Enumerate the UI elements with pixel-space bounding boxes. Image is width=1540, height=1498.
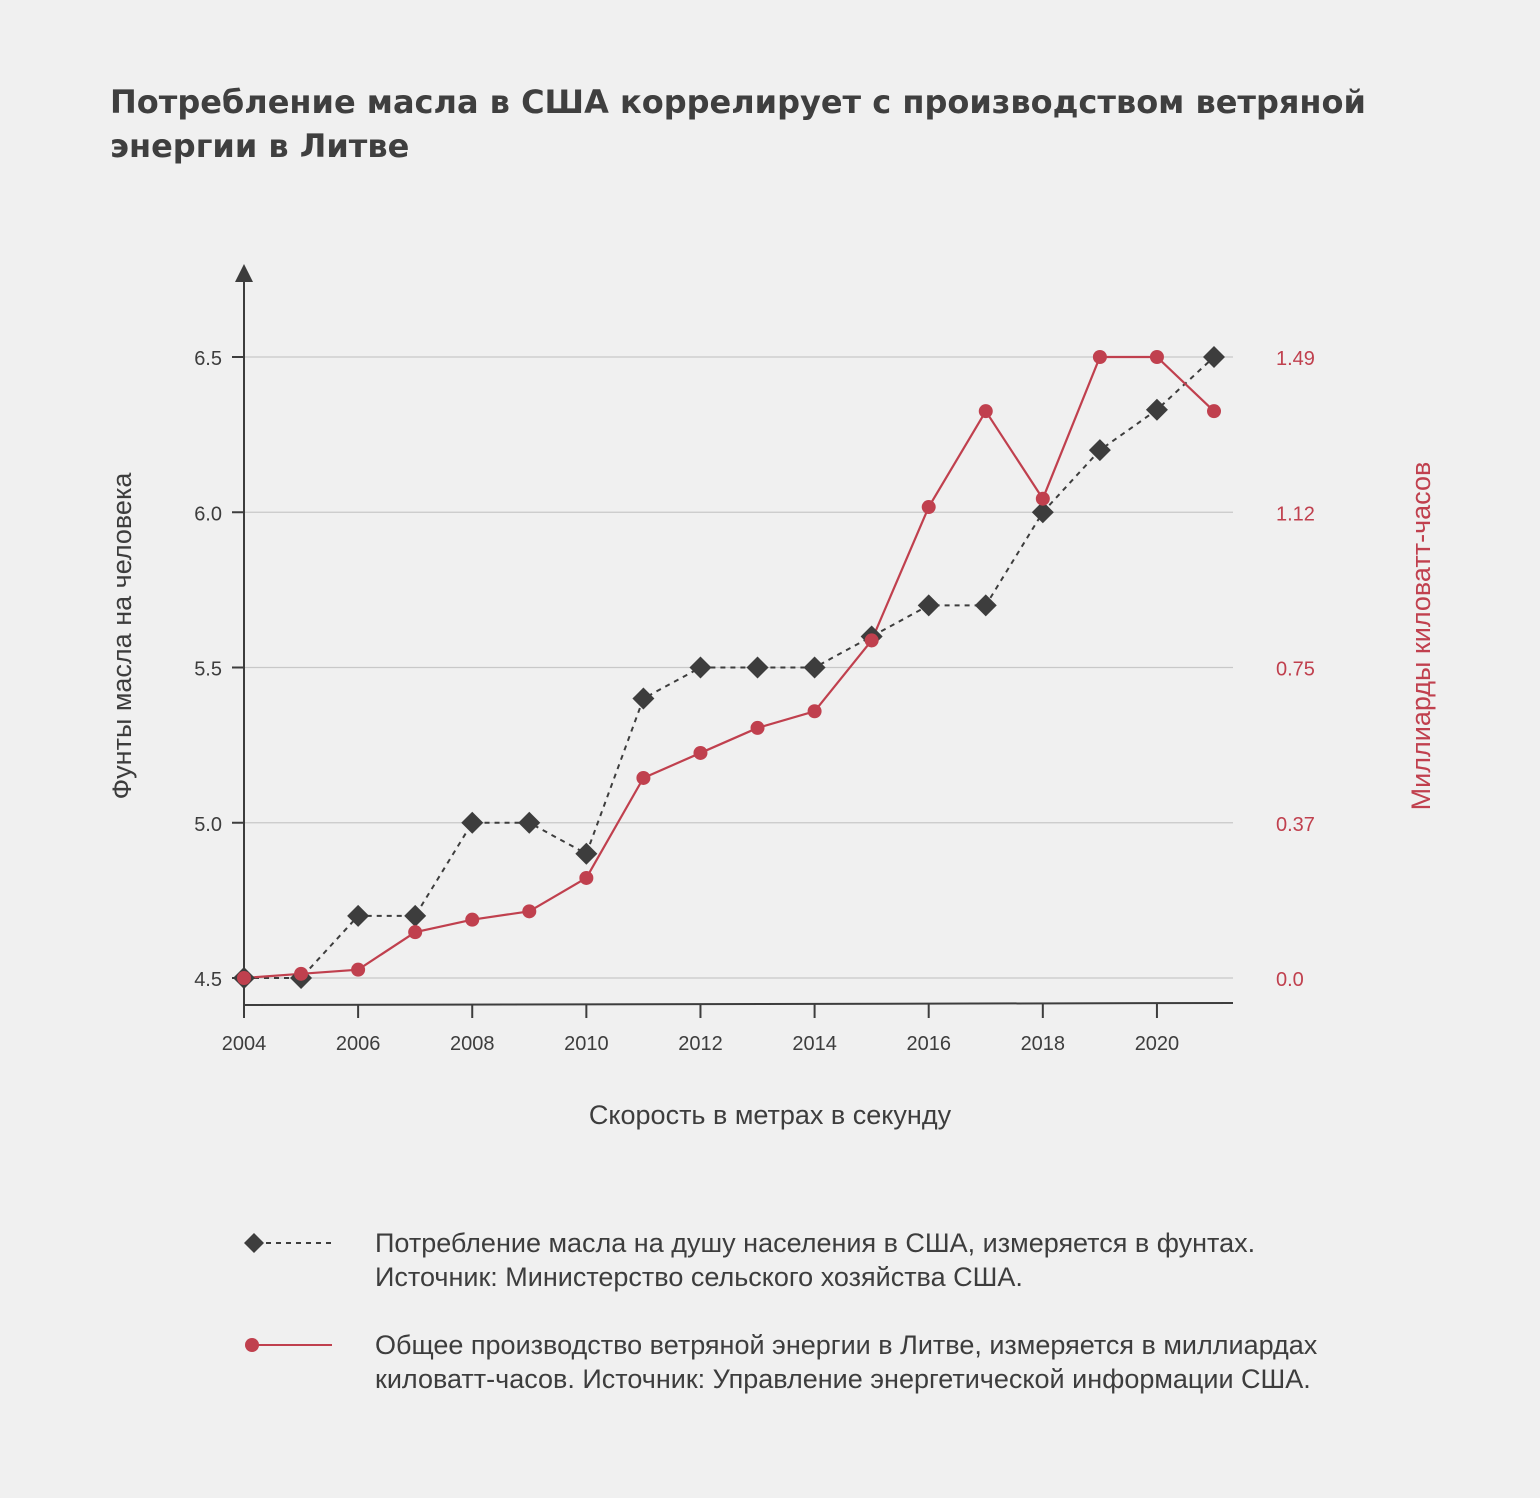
legend-line: киловатт-часов. Источник: Управление эне…: [375, 1364, 1311, 1394]
wind-series-line: [243, 355, 1215, 980]
wind-data-point: [1207, 404, 1221, 419]
chart-title-line-2: энергии в Литве: [110, 127, 410, 165]
x-axis-line: [243, 1002, 1234, 1006]
butter-data-point: [347, 904, 370, 927]
x-tick-label: 2016: [906, 1033, 951, 1055]
butter-data-point: [518, 811, 541, 834]
wind-data-point: [408, 925, 423, 940]
wind-data-point: [978, 404, 993, 419]
wind-data-point: [579, 870, 594, 885]
chart-title-line-1: Потребление масла в США коррелирует с пр…: [110, 83, 1366, 121]
diamond-icon: [244, 1233, 264, 1253]
y-tick-label-left: 6.0: [194, 503, 222, 525]
y-tick-label-left: 6.5: [194, 348, 222, 370]
y-tick-label-left: 4.5: [194, 969, 222, 991]
x-tick-label: 2006: [336, 1033, 381, 1055]
butter-data-point: [404, 904, 427, 927]
wind-data-point: [1035, 491, 1050, 506]
butter-data-point: [746, 656, 769, 679]
wind-data-point: [1149, 350, 1164, 364]
legend-text-wind: Общее производство ветряной энергии в Ли…: [375, 1328, 1415, 1396]
grid-lines: [244, 356, 1233, 979]
legend-text-butter: Потребление масла на душу населения в СШ…: [375, 1226, 1415, 1294]
y-tick-label-right: 0.0: [1276, 969, 1304, 991]
y-axis-label-right: Миллиарды киловатт-часов: [1406, 462, 1436, 811]
x-tick-label: 2012: [678, 1033, 723, 1055]
butter-series-line: [244, 356, 1215, 979]
axes: [235, 264, 1234, 1006]
x-tick-label: 2020: [1135, 1033, 1180, 1055]
y-tick-label-left: 5.0: [194, 814, 222, 836]
butter-data-point: [803, 656, 826, 679]
tick-marks: [232, 356, 1158, 1018]
wind-data-point: [294, 966, 309, 981]
wind-data-point: [1092, 350, 1107, 364]
wind-data-point: [864, 633, 879, 648]
wind-data-point: [921, 500, 936, 515]
y-tick-label-right: 1.49: [1276, 348, 1315, 370]
legend-line: Общее производство ветряной энергии в Ли…: [375, 1330, 1318, 1360]
series-lines: [243, 355, 1215, 980]
legend-key-butter: [244, 1233, 332, 1253]
wind-data-point: [636, 770, 651, 785]
butter-data-point: [1088, 439, 1111, 462]
x-tick-label: 2010: [564, 1033, 609, 1055]
butter-data-point: [974, 594, 997, 617]
butter-data-point: [575, 842, 598, 865]
butter-data-point: [1145, 398, 1168, 421]
x-tick-label: 2004: [222, 1033, 267, 1055]
wind-data-point: [693, 745, 708, 760]
butter-data-point: [689, 656, 712, 679]
wind-data-point: [750, 720, 765, 735]
wind-data-point: [237, 971, 251, 985]
y-tick-label-right: 0.37: [1276, 814, 1315, 836]
wind-data-point: [465, 912, 480, 927]
butter-data-point: [1203, 346, 1225, 368]
chart-title: Потребление масла в США коррелирует с пр…: [110, 80, 1410, 168]
butter-data-point: [917, 594, 940, 617]
wind-data-point: [807, 704, 822, 719]
y-tick-label-left: 5.5: [194, 659, 222, 681]
x-axis-label: Скорость в метрах в секунду: [589, 1100, 952, 1130]
x-tick-label: 2018: [1021, 1033, 1066, 1055]
y-axis-arrow-icon: [235, 264, 253, 282]
y-tick-label-right: 0.75: [1276, 659, 1315, 681]
butter-data-point: [461, 811, 484, 834]
y-tick-label-right: 1.12: [1276, 503, 1315, 525]
tick-labels: 4.5 0.0 5.0 0.37 5.5 0.75 6.0 1.12 6.5 1.49 2004 20…: [194, 348, 1315, 1055]
y-axis-label-left: Фунты масла на человека: [107, 472, 137, 800]
series-markers: [233, 346, 1225, 989]
legend-line: Потребление масла на душу населения в СШ…: [375, 1228, 1256, 1258]
legend-line: Источник: Министерство сельского хозяйст…: [375, 1262, 1023, 1292]
chart-area: 4.5 0.0 5.0 0.37 5.5 0.75 6.0 1.12 6.5 1.49 2004 20…: [107, 264, 1436, 1130]
circle-icon: [245, 1338, 259, 1352]
x-tick-label: 2008: [450, 1033, 495, 1055]
legend-key-wind: [245, 1338, 332, 1352]
butter-data-point: [1031, 501, 1054, 524]
wind-data-point: [522, 904, 537, 919]
butter-data-point: [632, 687, 655, 710]
wind-data-point: [351, 962, 366, 977]
x-tick-label: 2014: [792, 1033, 837, 1055]
